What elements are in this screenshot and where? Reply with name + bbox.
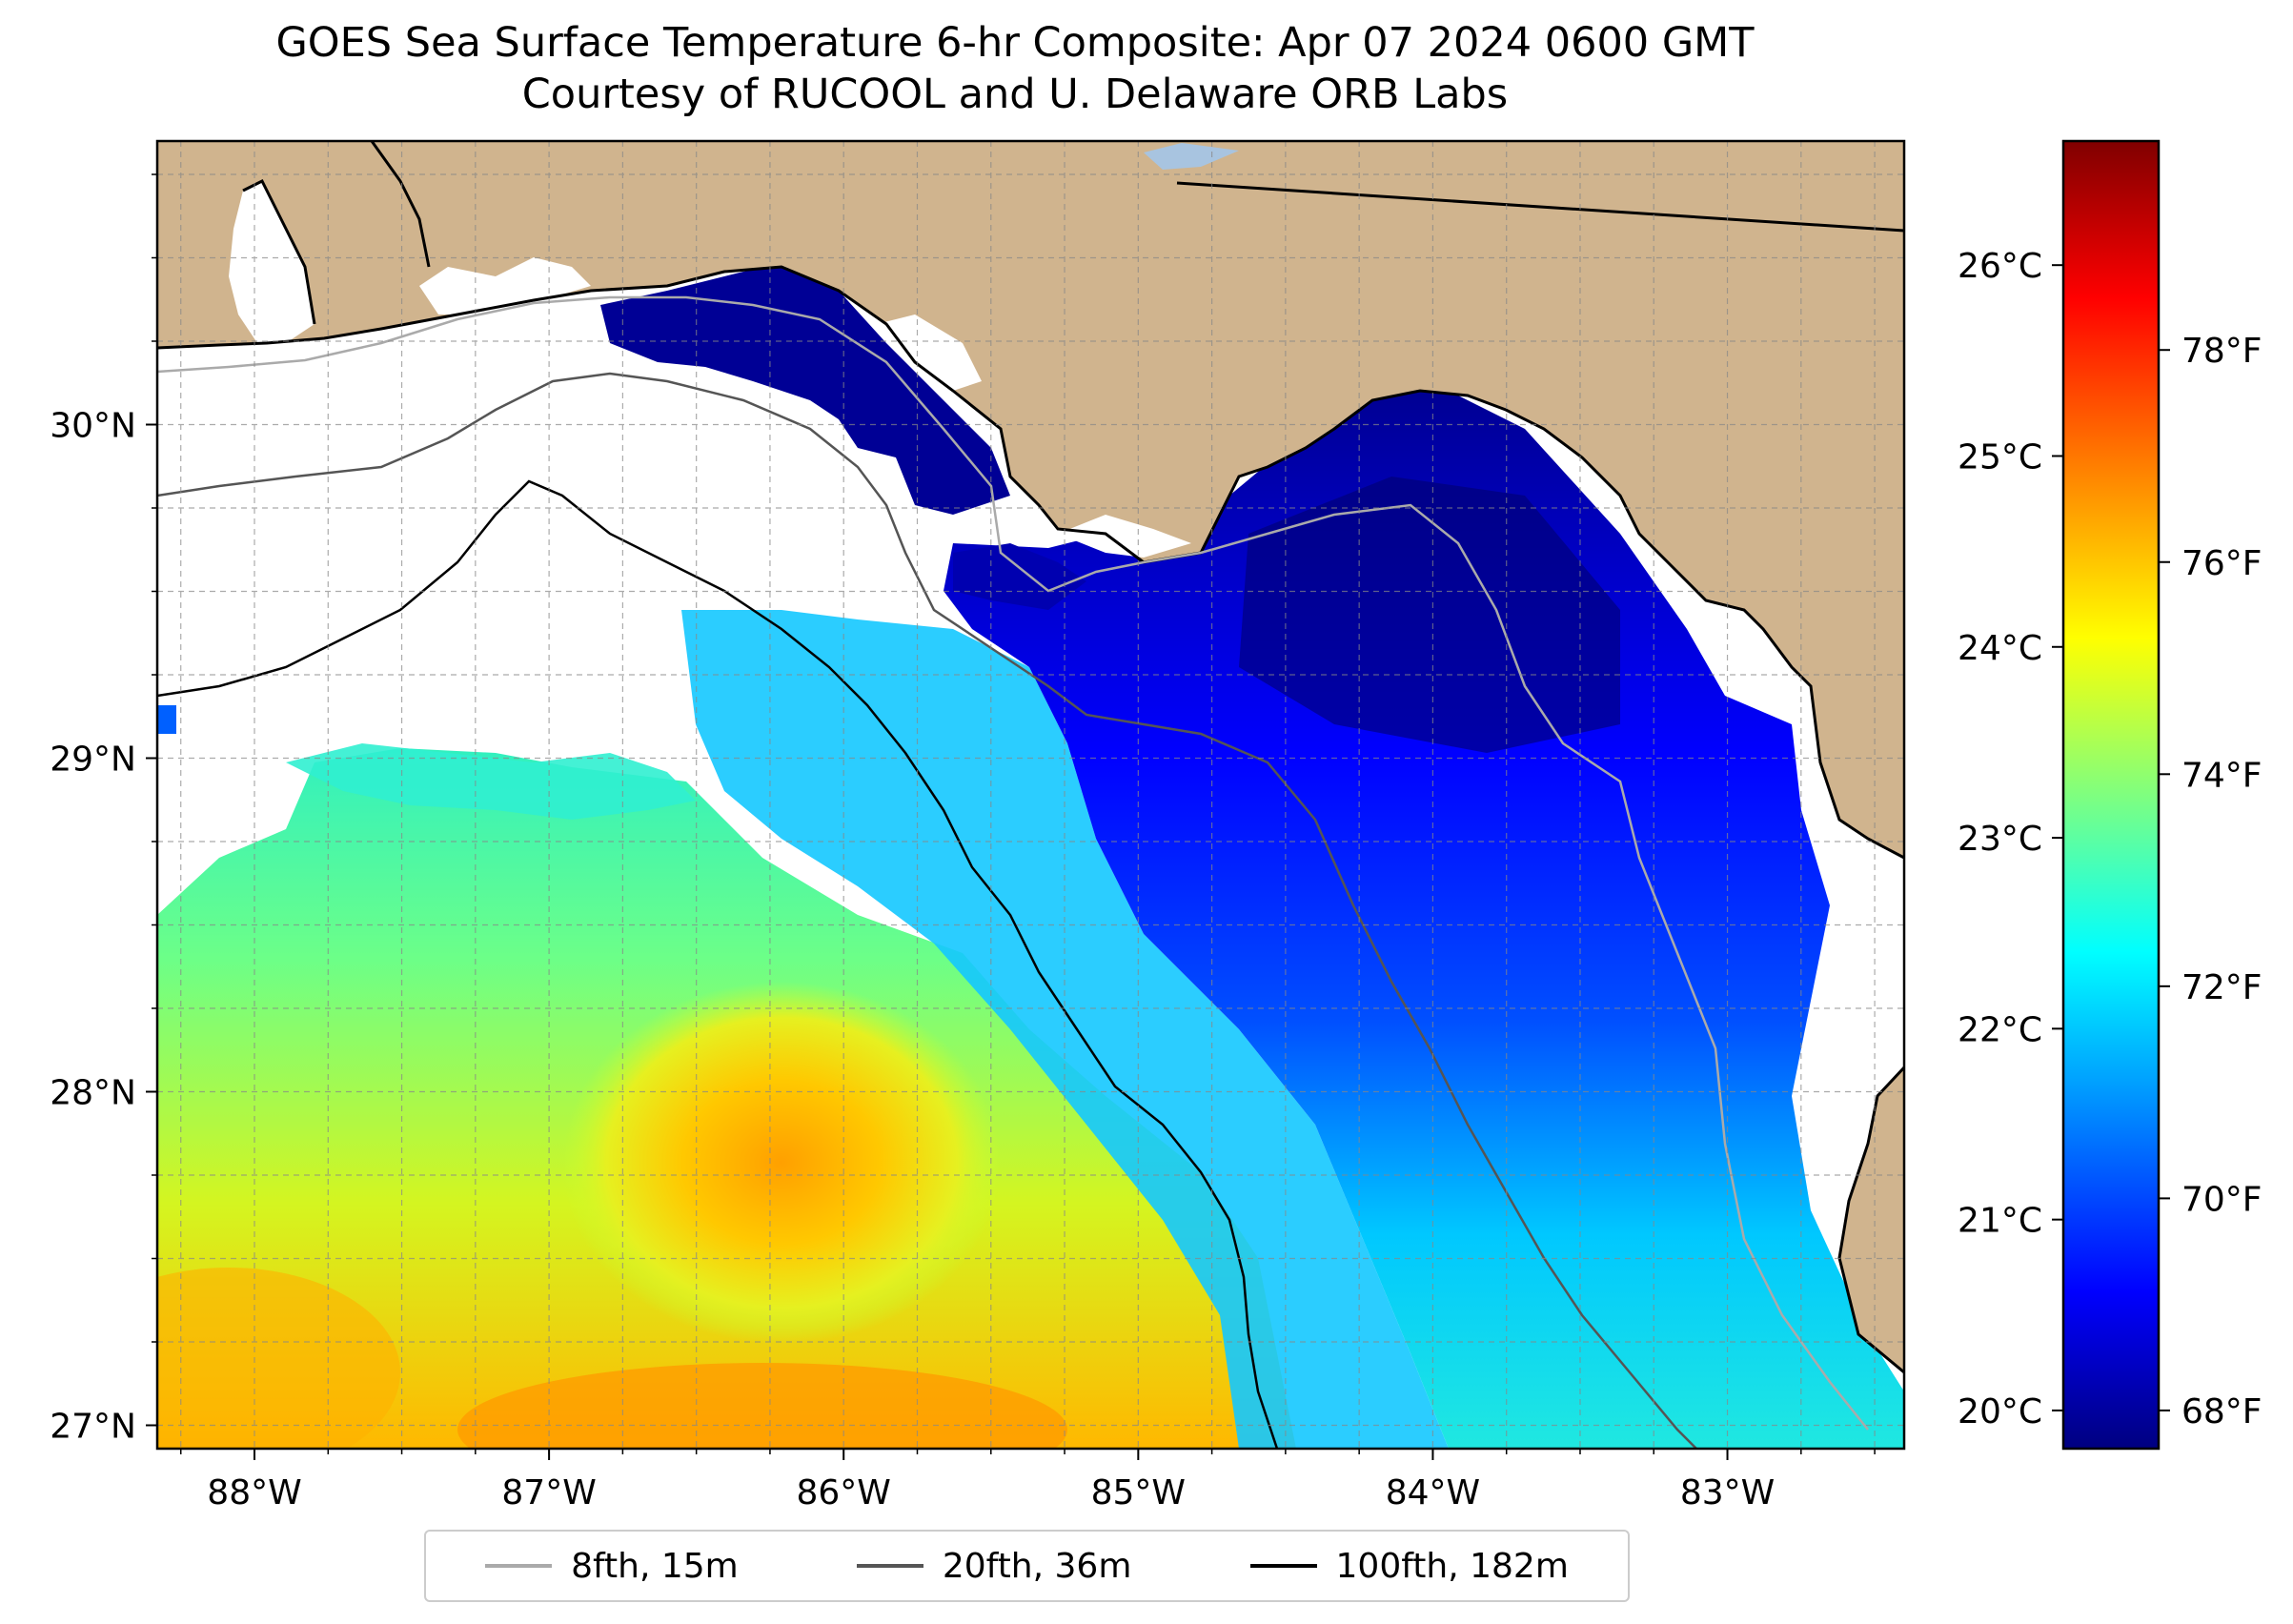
celsius-tick-label: 23°C (1958, 820, 2042, 859)
colorbar (2061, 139, 2161, 1451)
map-frame (155, 139, 1906, 1451)
map-title: GOES Sea Surface Temperature 6-hr Compos… (275, 19, 1755, 67)
coastline (157, 265, 1904, 860)
latitude-axis: 27°N 28°N 29°N 30°N (50, 173, 157, 1447)
isobath-legend: 8fth, 15m 20fth, 36m 100fth, 182m (424, 1530, 1630, 1602)
lon-tick-label: 85°W (1091, 1473, 1186, 1512)
legend-swatch (1249, 1564, 1317, 1568)
sst-transition-region (681, 610, 1449, 1449)
fahrenheit-tick-label: 68°F (2181, 1392, 2263, 1431)
graticule (157, 141, 1904, 1449)
fahrenheit-tick-label: 76°F (2181, 544, 2263, 583)
celsius-tick-label: 20°C (1958, 1392, 2042, 1431)
legend-swatch (485, 1564, 553, 1568)
lat-tick-label: 28°N (50, 1074, 136, 1113)
celsius-tick-label: 22°C (1958, 1010, 2042, 1049)
fahrenheit-tick-label: 74°F (2181, 756, 2263, 795)
celsius-tick-label: 21°C (1958, 1202, 2042, 1241)
longitude-axis: 88°W 87°W 86°W 85°W 84°W 83°W (179, 1449, 1876, 1512)
lat-tick-label: 27°N (50, 1408, 136, 1447)
lon-tick-label: 87°W (501, 1473, 596, 1512)
colorbar-celsius-axis: 20°C 21°C 22°C 23°C 24°C 25°C 26°C (1958, 247, 2063, 1431)
legend-label: 8fth, 15m (571, 1546, 739, 1586)
colorbar-fahrenheit-axis: 68°F 70°F 72°F 74°F 76°F 78°F (2159, 332, 2263, 1431)
fahrenheit-tick-label: 72°F (2181, 968, 2263, 1007)
legend-label: 20fth, 36m (942, 1546, 1132, 1586)
legend-item-100fth: 100fth, 182m (1249, 1546, 1569, 1586)
state-border (1176, 181, 1904, 233)
lon-tick-label: 83°W (1680, 1473, 1775, 1512)
celsius-tick-label: 24°C (1958, 629, 2042, 668)
fahrenheit-tick-label: 78°F (2181, 332, 2263, 371)
warm-eddy (562, 982, 1001, 1344)
isobath-100fth (157, 479, 1279, 1449)
lon-tick-label: 88°W (207, 1473, 301, 1512)
lon-tick-label: 84°W (1386, 1473, 1480, 1512)
legend-item-8fth: 8fth, 15m (485, 1547, 739, 1586)
legend-swatch (856, 1564, 923, 1568)
legend-item-20fth: 20fth, 36m (856, 1546, 1132, 1586)
legend-label: 100fth, 182m (1335, 1546, 1569, 1586)
lon-tick-label: 86°W (797, 1473, 891, 1512)
sst-cool-region (944, 381, 1904, 1449)
land-north (157, 141, 1904, 858)
lat-tick-label: 29°N (50, 741, 136, 780)
isobath-20fth (157, 372, 1697, 1449)
map-subtitle: Courtesy of RUCOOL and U. Delaware ORB L… (521, 71, 1509, 118)
fahrenheit-tick-label: 70°F (2181, 1180, 2263, 1219)
lat-tick-label: 30°N (50, 407, 136, 446)
sst-nearshore-strip (600, 262, 1010, 515)
isobath-8fth (157, 295, 1869, 1431)
map-area (157, 141, 1904, 1449)
celsius-tick-label: 26°C (1958, 247, 2042, 286)
celsius-tick-label: 25°C (1958, 437, 2042, 477)
